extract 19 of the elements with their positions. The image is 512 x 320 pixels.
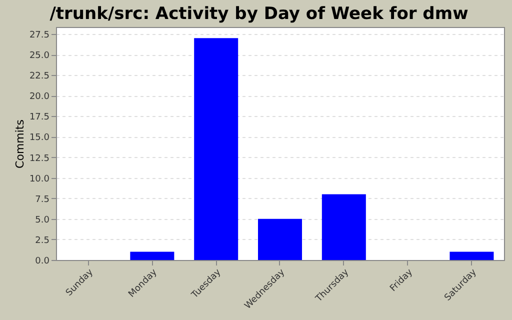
y-tick-label: 7.5 bbox=[35, 194, 50, 205]
y-tick-label: 5.0 bbox=[35, 215, 50, 226]
y-tick-label: 12.5 bbox=[29, 154, 50, 164]
chart-title: /trunk/src: Activity by Day of Week for dmw bbox=[50, 4, 469, 24]
bar bbox=[258, 218, 302, 260]
bar bbox=[322, 194, 366, 260]
y-axis-title: Commits bbox=[13, 119, 26, 168]
y-tick-label: 10.0 bbox=[29, 174, 50, 184]
y-tick-label: 0.0 bbox=[35, 256, 50, 266]
bar bbox=[450, 252, 494, 260]
bar bbox=[194, 38, 238, 260]
y-tick-label: 15.0 bbox=[29, 133, 50, 144]
y-tick-label: 17.5 bbox=[29, 112, 50, 123]
y-tick-label: 27.5 bbox=[29, 30, 50, 40]
y-tick-label: 20.0 bbox=[29, 92, 50, 102]
bar bbox=[130, 252, 174, 260]
y-tick-label: 22.5 bbox=[29, 72, 50, 82]
y-tick-label: 2.5 bbox=[35, 236, 50, 246]
y-tick-label: 25.0 bbox=[29, 51, 50, 62]
